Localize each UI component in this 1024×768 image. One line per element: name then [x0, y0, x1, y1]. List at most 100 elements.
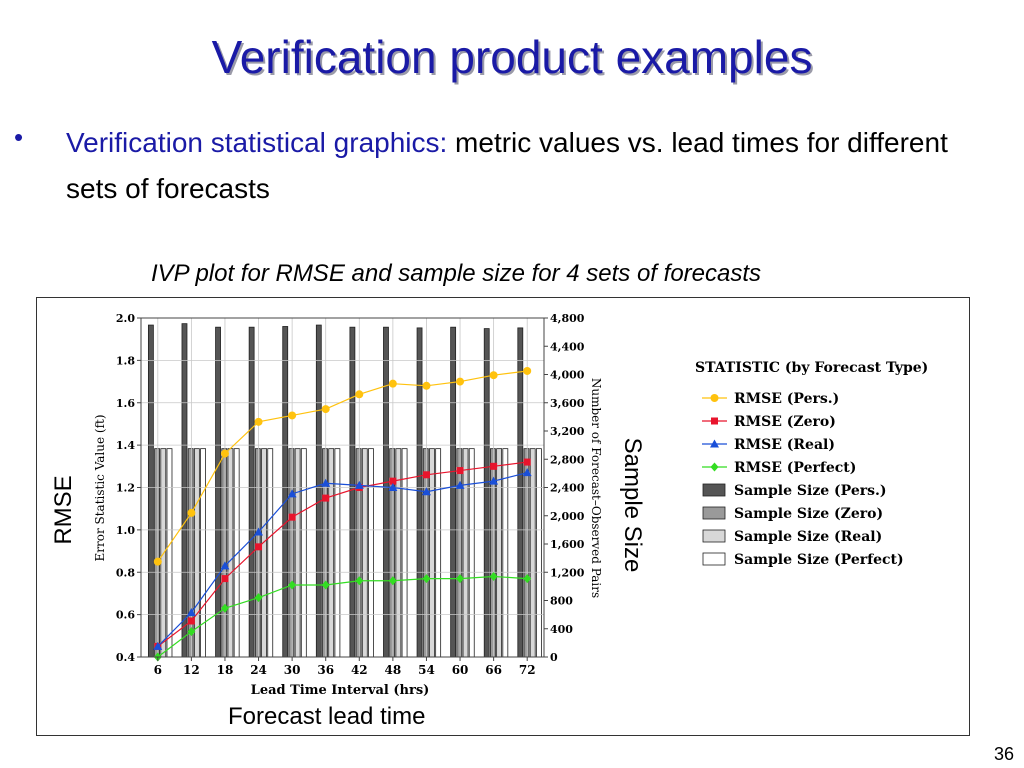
x-tick-label-12: 12 — [183, 663, 200, 677]
point-rmse-pers-60 — [456, 377, 465, 386]
legend-label-sample-size-pers: Sample Size (Pers.) — [734, 483, 886, 499]
point-rmse-zero-72 — [523, 458, 531, 466]
legend-swatch-sample-size-perfect — [702, 552, 726, 566]
point-rmse-zero-12 — [187, 617, 195, 625]
bar-sample-size-perfect--24 — [267, 448, 274, 658]
y2-tick-label-3,600: 3,600 — [550, 397, 585, 410]
bar-sample-size-perfect--48 — [401, 448, 408, 658]
bar-sample-size-zero--24 — [254, 448, 261, 658]
bar-sample-size-zero--42 — [355, 448, 362, 658]
bar-sample-size-real--36 — [328, 448, 335, 658]
bar-sample-size-perfect--54 — [435, 448, 442, 658]
point-rmse-zero-18 — [221, 575, 229, 583]
bar-sample-size-pers--42 — [349, 326, 356, 658]
legend-label-sample-size-real: Sample Size (Real) — [734, 529, 882, 545]
point-rmse-perfect-72 — [523, 574, 532, 584]
y-axis-label: Error Statistic Value (ft) — [93, 414, 107, 561]
bar-sample-size-pers--36 — [315, 324, 322, 658]
point-rmse-zero-30 — [288, 513, 296, 521]
bullet-symbol: • — [14, 122, 24, 152]
bar-sample-size-perfect--66 — [502, 448, 509, 658]
legend-swatch-sample-size-real — [702, 529, 726, 543]
legend-label-sample-size-zero: Sample Size (Zero) — [734, 506, 883, 522]
point-rmse-real-12 — [186, 608, 196, 617]
point-rmse-perfect-36 — [321, 580, 330, 590]
legend-label-rmse-pers: RMSE (Pers.) — [734, 391, 839, 407]
line-rmse-perfect — [157, 575, 528, 658]
point-rmse-pers-48 — [388, 379, 397, 388]
x-tick-label-48: 48 — [385, 663, 402, 677]
y2-tick-label-4,800: 4,800 — [550, 312, 585, 325]
bar-sample-size-perfect--42 — [368, 448, 374, 658]
line-rmse-pers — [157, 370, 528, 562]
bar-sample-size-real--30 — [294, 448, 301, 658]
bullet-lead-text: Verification statistical graphics: — [66, 127, 448, 158]
y2-tick-label-1,600: 1,600 — [550, 538, 585, 551]
bar-sample-size-perfect--72 — [536, 448, 542, 658]
bar-sample-size-zero--36 — [322, 448, 328, 658]
point-rmse-perfect-54 — [422, 574, 431, 584]
legend-swatch-sample-size-pers — [702, 483, 726, 497]
bar-sample-size-zero--18 — [221, 448, 228, 658]
point-rmse-pers-24 — [254, 417, 263, 426]
y-tick-label-0.6: 0.6 — [116, 609, 135, 622]
y2-axis-label: Number of Forecast–Observed Pairs — [589, 378, 603, 598]
point-rmse-zero-54 — [422, 471, 430, 479]
legend-marker-rmse-pers — [710, 394, 719, 402]
bar-sample-size-pers--6 — [147, 324, 154, 658]
x-tick-label-30: 30 — [284, 663, 301, 677]
y2-tick-label-1,200: 1,200 — [550, 566, 585, 579]
bullet-rest-text: metric values vs. lead times for differe… — [66, 127, 948, 204]
y-tick-label-1.0: 1.0 — [116, 524, 135, 537]
point-rmse-real-42 — [354, 480, 364, 489]
legend-marker-rmse-zero — [711, 417, 718, 425]
bar-sample-size-pers--12 — [181, 323, 188, 658]
bar-sample-size-pers--72 — [517, 327, 524, 658]
x-tick-label-54: 54 — [418, 663, 435, 677]
y-tick-label-1.6: 1.6 — [116, 397, 135, 410]
x-axis-label: Lead Time Interval (hrs) — [251, 683, 430, 698]
y2-tick-label-4,000: 4,000 — [550, 369, 585, 382]
point-rmse-real-6 — [153, 641, 163, 650]
bar-sample-size-zero--54 — [422, 448, 429, 658]
bar-sample-size-zero--60 — [456, 448, 463, 658]
point-rmse-zero-60 — [456, 467, 464, 475]
point-rmse-zero-24 — [255, 543, 263, 551]
bar-sample-size-perfect--12 — [200, 448, 206, 658]
point-rmse-perfect-60 — [456, 574, 465, 584]
bar-sample-size-real--24 — [261, 448, 267, 658]
point-rmse-pers-72 — [523, 366, 532, 375]
bar-sample-size-zero--30 — [288, 448, 295, 658]
sample-size-side-label-text: Sample Size — [619, 437, 646, 573]
point-rmse-pers-54 — [422, 381, 431, 390]
y2-tick-label-0: 0 — [550, 651, 558, 664]
bar-sample-size-pers--66 — [483, 328, 490, 658]
x-tick-label-6: 6 — [154, 663, 162, 677]
x-tick-label-36: 36 — [317, 663, 334, 677]
bar-sample-size-zero--6 — [154, 448, 160, 658]
point-rmse-pers-18 — [220, 449, 229, 458]
y-tick-label-0.8: 0.8 — [116, 566, 135, 579]
x-caption: Forecast lead time — [228, 703, 426, 730]
chart-legend: STATISTIC (by Forecast Type) RMSE (Pers.… — [695, 360, 928, 568]
point-rmse-real-18 — [220, 561, 230, 570]
point-rmse-real-24 — [254, 527, 264, 536]
bar-sample-size-real--60 — [462, 448, 469, 658]
point-rmse-perfect-48 — [388, 576, 397, 586]
x-tick-label-18: 18 — [217, 663, 234, 677]
bar-sample-size-real--54 — [429, 448, 435, 658]
rmse-lines — [153, 366, 532, 662]
line-rmse-zero — [157, 461, 528, 647]
point-rmse-real-60 — [455, 480, 465, 489]
point-rmse-pers-36 — [321, 405, 330, 414]
point-rmse-real-54 — [421, 487, 431, 496]
point-rmse-pers-42 — [355, 390, 364, 399]
legend-marker-rmse-real — [710, 439, 719, 448]
y2-tick-label-2,400: 2,400 — [550, 482, 585, 495]
sample-size-side-label: Sample Size — [606, 420, 658, 590]
point-rmse-real-30 — [287, 489, 297, 498]
legend-marker-rmse-perfect — [710, 462, 719, 472]
point-rmse-pers-66 — [489, 371, 498, 380]
point-rmse-real-66 — [489, 476, 499, 485]
bar-sample-size-perfect--36 — [334, 448, 341, 658]
